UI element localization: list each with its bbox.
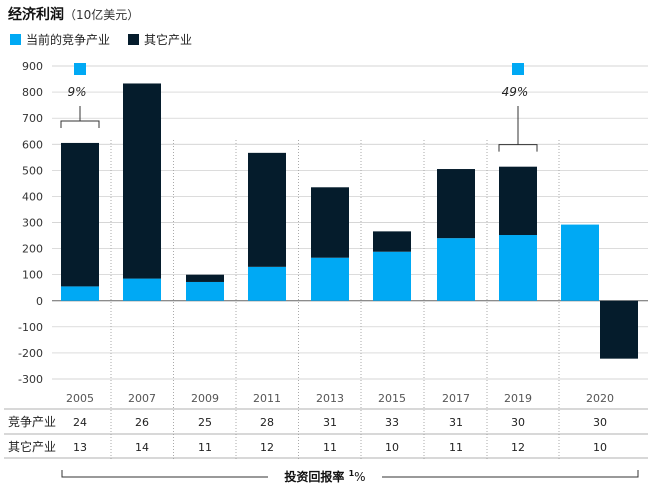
table-cell: 11	[449, 441, 463, 454]
table-cell: 24	[73, 416, 87, 429]
annotation-label: 9%	[67, 85, 86, 99]
bar-other	[61, 142, 99, 287]
table-cell: 33	[385, 416, 399, 429]
bar-competitive	[311, 257, 349, 301]
y-tick-label: -200	[18, 347, 43, 360]
annotation-bracket	[498, 144, 538, 152]
footer-superscript: 1	[349, 469, 355, 478]
bar-other	[248, 152, 286, 267]
legend: 当前的竞争产业 其它产业	[10, 31, 210, 48]
y-tick-label: 900	[22, 60, 43, 73]
y-tick-label: -100	[18, 321, 43, 334]
bar-competitive	[499, 235, 537, 301]
table-cell: 14	[135, 441, 149, 454]
annotation-marker	[512, 63, 524, 75]
table-cell: 31	[449, 416, 463, 429]
bar-other	[311, 187, 349, 258]
annotation-bracket	[60, 120, 100, 128]
bar-competitive	[61, 286, 99, 301]
bar-other	[186, 274, 224, 282]
footer-bracket-right	[382, 470, 639, 478]
bar-other	[600, 300, 638, 359]
table-cell: 30	[511, 416, 525, 429]
y-tick-label: 600	[22, 138, 43, 151]
annotation-marker	[74, 63, 86, 75]
bar-other	[499, 166, 537, 236]
footer-bracket-left	[61, 470, 268, 478]
y-tick-label: 100	[22, 269, 43, 282]
bar-other	[373, 231, 411, 252]
table-cell: 26	[135, 416, 149, 429]
table-cell: 12	[511, 441, 525, 454]
table-cell: 25	[198, 416, 212, 429]
x-tick-label: 2017	[442, 392, 470, 405]
chart-title-text: 经济利润	[8, 7, 64, 23]
x-tick-label: 2013	[316, 392, 344, 405]
x-tick-label: 2009	[191, 392, 219, 405]
table-cell: 10	[593, 441, 607, 454]
table-cell: 13	[73, 441, 87, 454]
legend-item-competitive: 当前的竞争产业	[10, 31, 110, 48]
table-cell: 10	[385, 441, 399, 454]
table-cell: 12	[260, 441, 274, 454]
bar-competitive	[186, 281, 224, 301]
chart-title: 经济利润（10亿美元）	[8, 4, 139, 24]
x-tick-label: 2015	[378, 392, 406, 405]
y-tick-label: 200	[22, 243, 43, 256]
legend-label-other: 其它产业	[144, 33, 193, 47]
legend-item-other: 其它产业	[128, 31, 192, 48]
footer-label-text: 投资回报率	[284, 469, 348, 484]
table-cell: 11	[323, 441, 337, 454]
table-row-label: 竞争产业	[8, 415, 56, 429]
table-cell: 11	[198, 441, 212, 454]
footer-label: 投资回报率 1%	[284, 469, 365, 484]
table-cell: 31	[323, 416, 337, 429]
bar-other	[437, 169, 475, 239]
legend-swatch-competitive	[10, 34, 21, 45]
legend-swatch-other	[128, 34, 140, 45]
bar-competitive	[437, 238, 475, 301]
annotation-label: 49%	[502, 85, 529, 99]
x-tick-label: 2005	[66, 392, 94, 405]
chart-subtitle: （10亿美元）	[64, 8, 140, 22]
legend-label-competitive: 当前的竞争产业	[26, 33, 111, 47]
y-tick-label: 500	[22, 164, 43, 177]
footer-unit: %	[354, 470, 365, 484]
y-tick-label: 0	[36, 295, 43, 308]
table-row-label: 其它产业	[8, 439, 56, 454]
x-tick-label: 2007	[128, 392, 156, 405]
bar-competitive	[373, 251, 411, 301]
table-cell: 30	[593, 416, 607, 429]
y-tick-label: 800	[22, 86, 43, 99]
bar-competitive	[123, 278, 161, 301]
y-tick-label: 300	[22, 217, 43, 230]
x-tick-label: 2020	[586, 392, 614, 405]
y-tick-label: 700	[22, 112, 43, 125]
table-cell: 28	[260, 416, 274, 429]
bar-competitive	[248, 266, 286, 301]
bar-other	[123, 83, 161, 279]
x-tick-label: 2019	[504, 392, 532, 405]
bar-competitive	[561, 224, 599, 301]
x-tick-label: 2011	[253, 392, 281, 405]
y-tick-label: 400	[22, 190, 43, 203]
y-tick-label: -300	[18, 373, 43, 386]
